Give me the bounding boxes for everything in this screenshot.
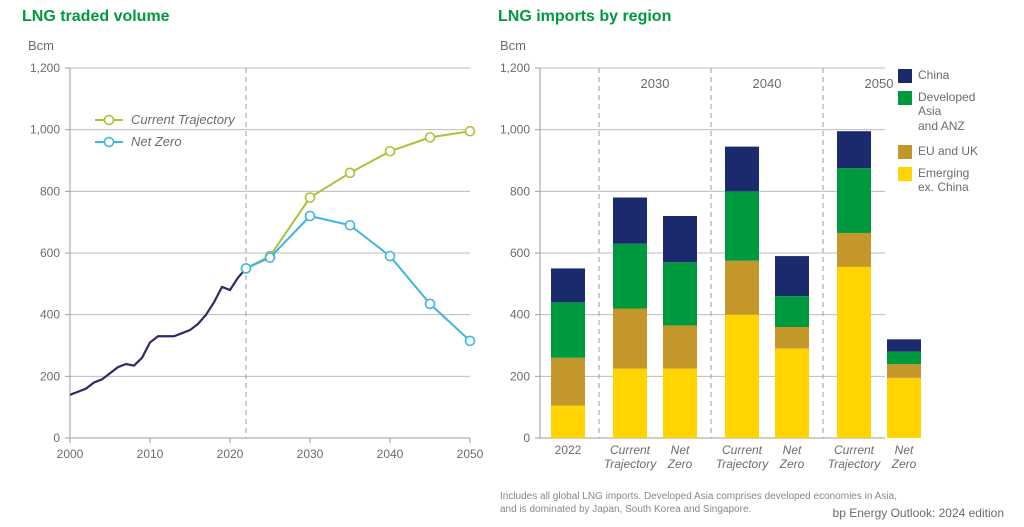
legend-swatch-china [898,69,912,83]
svg-text:Trajectory: Trajectory [828,457,881,471]
svg-text:Net: Net [671,443,690,457]
legend-swatch-dev-asia [898,91,912,105]
svg-text:2050: 2050 [865,76,894,91]
legend-dev-asia: DevelopedAsiaand ANZ [898,90,975,133]
svg-text:2000: 2000 [57,447,84,461]
svg-text:800: 800 [510,184,530,198]
legend-emerging: Emergingex. China [898,166,969,195]
svg-text:600: 600 [510,246,530,260]
svg-text:Current Trajectory: Current Trajectory [131,112,236,127]
svg-text:1,200: 1,200 [500,61,530,75]
legend-label-dev-asia: DevelopedAsiaand ANZ [918,90,975,133]
svg-text:Current: Current [722,443,763,457]
svg-text:2020: 2020 [217,447,244,461]
legend-swatch-eu-uk [898,145,912,159]
svg-text:800: 800 [40,184,60,198]
svg-text:2010: 2010 [137,447,164,461]
legend-eu-uk: EU and UK [898,144,978,159]
svg-text:Net Zero: Net Zero [131,134,182,149]
svg-text:1,000: 1,000 [30,123,60,137]
legend-label-emerging: Emergingex. China [918,166,969,195]
credit-text: bp Energy Outlook: 2024 edition [833,506,1004,520]
svg-text:0: 0 [53,431,60,445]
legend-swatch-emerging [898,167,912,181]
svg-text:2030: 2030 [641,76,670,91]
svg-text:Zero: Zero [779,457,805,471]
svg-text:2040: 2040 [753,76,782,91]
svg-text:600: 600 [40,246,60,260]
svg-text:Zero: Zero [667,457,693,471]
svg-text:Zero: Zero [891,457,917,471]
svg-text:200: 200 [40,369,60,383]
svg-text:1,200: 1,200 [30,61,60,75]
svg-text:Current: Current [610,443,651,457]
svg-text:1,000: 1,000 [500,123,530,137]
legend-label-china: China [918,68,949,82]
svg-text:Trajectory: Trajectory [604,457,657,471]
svg-text:Trajectory: Trajectory [716,457,769,471]
svg-text:2030: 2030 [297,447,324,461]
svg-text:Current: Current [834,443,875,457]
svg-text:400: 400 [510,308,530,322]
svg-text:2022: 2022 [555,443,582,457]
svg-text:200: 200 [510,369,530,383]
charts-svg: 02004006008001,0001,20020002010202020302… [0,0,1024,527]
svg-text:2050: 2050 [457,447,484,461]
svg-text:Net: Net [783,443,802,457]
legend-label-eu-uk: EU and UK [918,144,978,158]
svg-text:2040: 2040 [377,447,404,461]
svg-text:Net: Net [895,443,914,457]
svg-text:400: 400 [40,308,60,322]
svg-text:0: 0 [523,431,530,445]
page-root: { "left_chart": { "title": "LNG traded v… [0,0,1024,527]
legend-china: China [898,68,949,83]
